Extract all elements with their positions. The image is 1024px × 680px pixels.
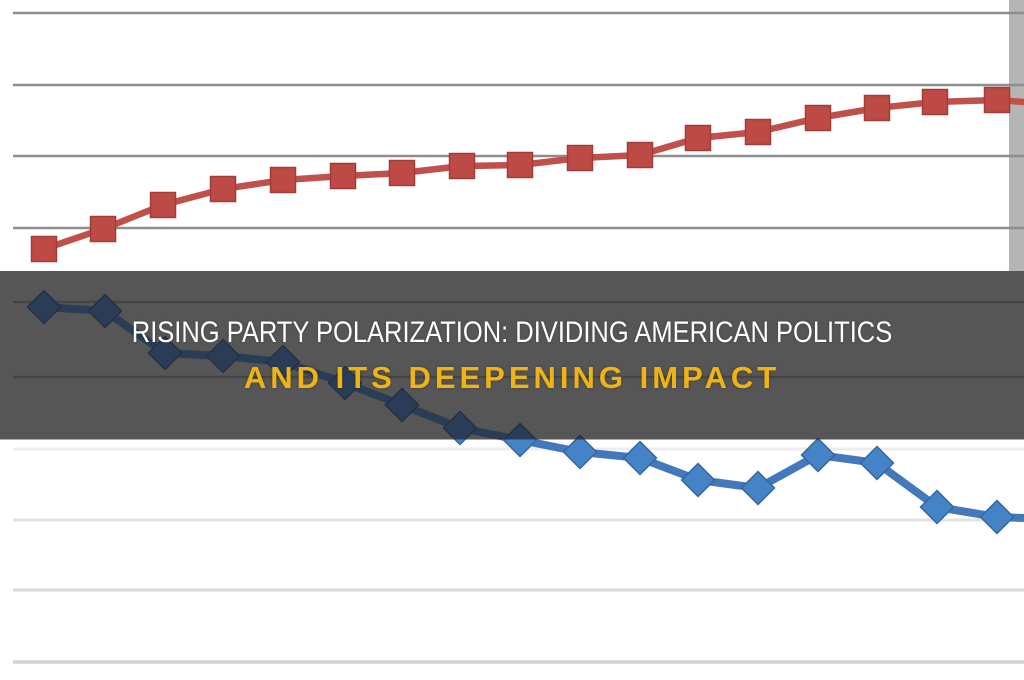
- red-square-marker: [983, 86, 1011, 114]
- page-gray-column: [1009, 0, 1024, 271]
- blue-diamond-marker: [622, 440, 658, 476]
- blue-diamond-marker: [680, 462, 716, 498]
- blue-diamond-marker: [740, 470, 776, 506]
- blue-diamond-marker: [442, 410, 478, 440]
- blue-diamond-marker: [502, 439, 538, 458]
- blue-dim-layer: [26, 289, 821, 440]
- blue-diamond-marker: [815, 437, 821, 440]
- red-square-marker: [209, 175, 237, 203]
- red-square-marker: [269, 166, 297, 194]
- red-square-marker: [388, 159, 416, 187]
- red-square-marker: [448, 152, 476, 180]
- red-square-marker: [30, 235, 58, 263]
- red-square-marker: [804, 104, 832, 132]
- blue-diamond-marker: [562, 439, 598, 470]
- red-square-marker: [149, 191, 177, 219]
- red-square-marker: [684, 124, 712, 152]
- blue-diamond-marker: [205, 338, 241, 374]
- blue-diamond-marker: [979, 499, 1015, 535]
- blue-diamond-marker: [147, 335, 183, 371]
- blue-diamond-marker: [384, 387, 420, 423]
- bg-layer: [1009, 0, 1024, 271]
- blue-diamond-marker: [574, 434, 586, 440]
- red-square-marker: [566, 144, 594, 172]
- blue-diamond-marker: [26, 289, 62, 325]
- red-square-marker: [506, 151, 534, 179]
- blue-diamond-marker: [919, 489, 955, 525]
- blue-diamond-marker: [327, 365, 363, 401]
- red-series-layer: [30, 86, 1024, 263]
- blue-bright-layer: [453, 439, 1024, 535]
- red-square-marker: [89, 215, 117, 243]
- red-square-marker: [863, 94, 891, 122]
- blue-diamond-marker: [502, 422, 538, 440]
- grid-bottom-layer: [13, 447, 1024, 664]
- red-square-marker: [744, 118, 772, 146]
- red-square-marker: [329, 162, 357, 190]
- blue-diamond-marker: [800, 439, 836, 473]
- red-square-marker: [626, 141, 654, 169]
- red-square-marker: [921, 88, 949, 116]
- blue-diamond-marker: [265, 344, 301, 380]
- blue-diamond-marker: [87, 293, 123, 329]
- blue-diamond-marker: [859, 445, 895, 481]
- red-series-line: [42, 96, 1024, 253]
- blue-diamond-marker: [453, 439, 467, 446]
- grid-banner-layer: [13, 300, 1024, 379]
